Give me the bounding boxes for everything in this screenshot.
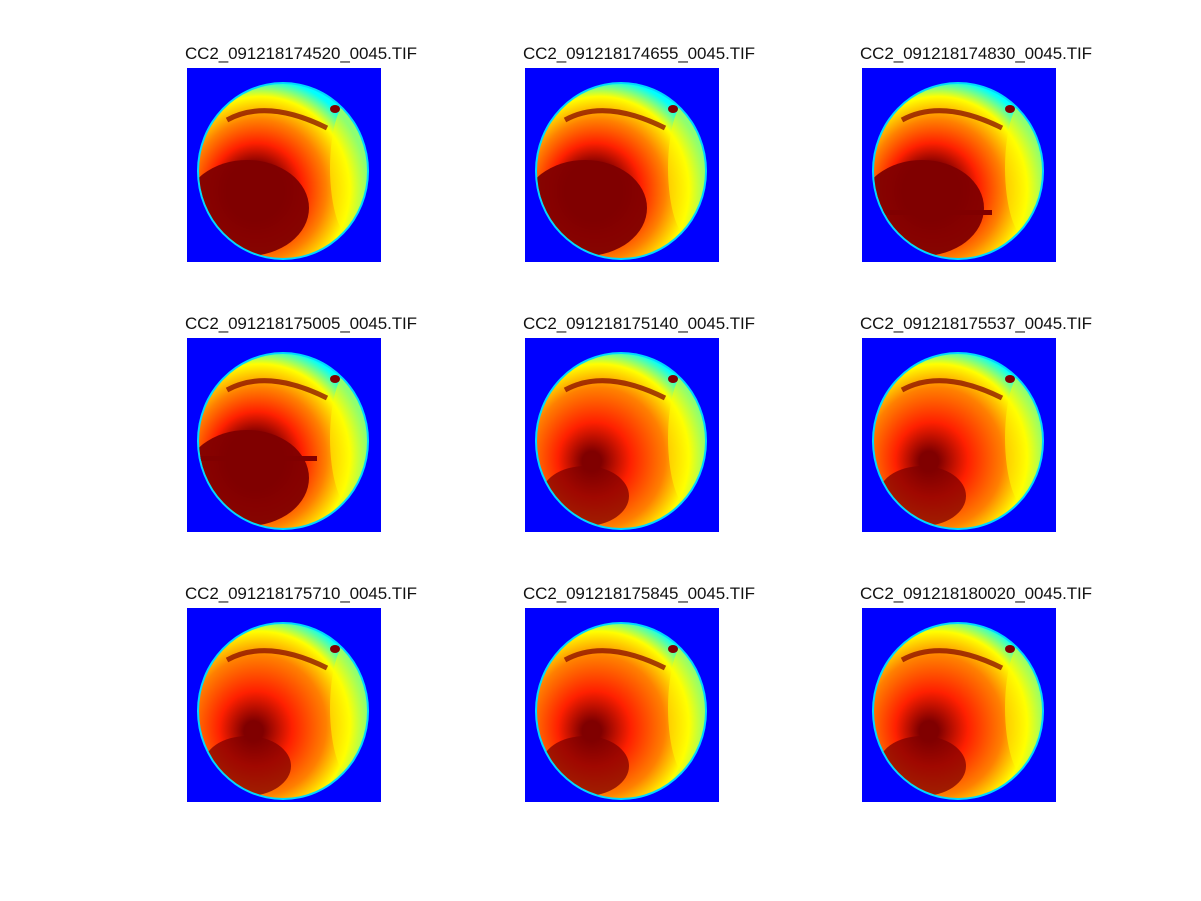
subplot-title: CC2_091218180020_0045.TIF <box>860 584 1092 603</box>
thermal-image <box>187 68 381 262</box>
subplot-4: CC2_091218175005_0045.TIF <box>185 314 465 554</box>
thermal-image <box>525 338 719 532</box>
rim-streak <box>225 108 329 131</box>
rim-streak <box>900 378 1004 401</box>
rim-streak <box>225 378 329 401</box>
thermal-image <box>862 608 1056 802</box>
dark-spot <box>330 375 340 383</box>
dark-spot <box>1005 375 1015 383</box>
dark-spot <box>1005 105 1015 113</box>
dark-spot <box>668 375 678 383</box>
thermal-image <box>525 68 719 262</box>
subplot-6: CC2_091218175537_0045.TIF <box>860 314 1140 554</box>
subplot-title: CC2_091218174520_0045.TIF <box>185 44 417 63</box>
thermal-image <box>862 68 1056 262</box>
subplot-1: CC2_091218174520_0045.TIF <box>185 44 465 284</box>
scan-artifact <box>874 210 992 215</box>
rim-streak <box>563 378 667 401</box>
rim-streak <box>900 648 1004 671</box>
rim-streak <box>900 108 1004 131</box>
dark-spot <box>330 105 340 113</box>
subplot-title: CC2_091218175845_0045.TIF <box>523 584 755 603</box>
subplot-2: CC2_091218174655_0045.TIF <box>523 44 803 284</box>
rim-streak <box>225 648 329 671</box>
subplot-title: CC2_091218175140_0045.TIF <box>523 314 755 333</box>
subplot-title: CC2_091218174655_0045.TIF <box>523 44 755 63</box>
subplot-7: CC2_091218175710_0045.TIF <box>185 584 465 824</box>
subplot-title: CC2_091218175005_0045.TIF <box>185 314 417 333</box>
dark-spot <box>1005 645 1015 653</box>
subplot-title: CC2_091218174830_0045.TIF <box>860 44 1092 63</box>
rim-streak <box>563 648 667 671</box>
subplot-3: CC2_091218174830_0045.TIF <box>860 44 1140 284</box>
dark-spot <box>330 645 340 653</box>
dark-spot <box>668 645 678 653</box>
subplot-9: CC2_091218180020_0045.TIF <box>860 584 1140 824</box>
subplot-title: CC2_091218175710_0045.TIF <box>185 584 417 603</box>
thermal-image <box>187 608 381 802</box>
thermal-image <box>187 338 381 532</box>
thermal-image <box>862 338 1056 532</box>
rim-streak <box>563 108 667 131</box>
subplot-title: CC2_091218175537_0045.TIF <box>860 314 1092 333</box>
thermal-image <box>525 608 719 802</box>
dark-spot <box>668 105 678 113</box>
subplot-8: CC2_091218175845_0045.TIF <box>523 584 803 824</box>
subplot-5: CC2_091218175140_0045.TIF <box>523 314 803 554</box>
scan-artifact <box>199 456 317 461</box>
